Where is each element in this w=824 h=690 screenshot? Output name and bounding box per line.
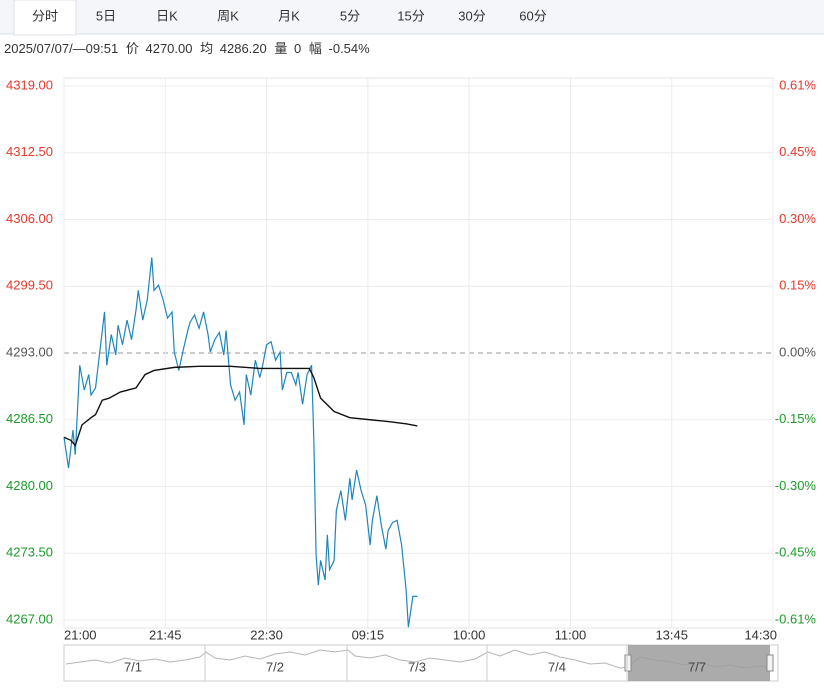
info-line: 2025/07/07/—09:51 价 4270.00 均 4286.20 量 … (4, 41, 370, 56)
tab[interactable]: 分时 (32, 8, 58, 23)
navigator-handle[interactable] (766, 654, 774, 672)
info-price-label: 价 (126, 41, 139, 56)
y2-tick-label: 0.30% (779, 211, 816, 226)
info-avg-label: 均 (200, 41, 213, 56)
x-tick-label: 10:00 (453, 627, 486, 642)
navigator: 7/1 7/2 7/3 7/4 7/7 (63, 644, 779, 682)
navigator-window[interactable] (628, 645, 770, 681)
navigator-label: 7/4 (548, 659, 566, 674)
y2-tick-label: 0.45% (779, 144, 816, 159)
y-tick-label: 4312.50 (6, 144, 53, 159)
tab[interactable]: 60分 (519, 8, 546, 23)
y2-tick-label: 0.15% (779, 278, 816, 293)
navigator-handle[interactable] (624, 654, 632, 672)
tab[interactable]: 日K (156, 8, 178, 23)
y-tick-label: 4286.50 (6, 411, 53, 426)
y2-tick-label: 0.00% (779, 344, 816, 359)
info-volume-label: 量 (274, 41, 287, 56)
y2-tick-label: -0.45% (775, 545, 817, 560)
y-tick-label: 4306.00 (6, 211, 53, 226)
y-tick-label: 4299.50 (6, 278, 53, 293)
active-tab[interactable] (13, 0, 77, 36)
price-line (63, 257, 418, 628)
x-tick-label: 21:45 (149, 627, 182, 642)
y-tick-label: 4293.00 (6, 344, 53, 359)
x-tick-label: 14:30 (744, 627, 777, 642)
tab[interactable]: 15分 (397, 8, 424, 23)
x-tick-label: 09:15 (352, 627, 385, 642)
y-tick-label: 4267.00 (6, 611, 53, 626)
x-tick-label: 13:45 (655, 627, 688, 642)
info-price: 4270.00 (145, 41, 192, 56)
info-avg: 4286.20 (220, 41, 267, 56)
tab[interactable]: 周K (217, 8, 239, 23)
x-tick-label: 22:30 (250, 627, 283, 642)
price-line (63, 365, 418, 447)
y2-tick-label: -0.30% (775, 478, 817, 493)
y2-tick-label: 0.61% (779, 77, 816, 92)
y2-tick-label: -0.61% (775, 611, 817, 626)
navigator-label: 7/1 (124, 659, 142, 674)
y-tick-label: 4280.00 (6, 478, 53, 493)
tabs: 分时 5日 日K 周K 月K 5分 15分 30分 60分 (13, 0, 547, 36)
tab[interactable]: 5分 (340, 8, 360, 23)
info-range: -0.54% (329, 41, 371, 56)
info-volume: 0 (294, 41, 301, 56)
x-tick-label: 21:00 (64, 627, 97, 642)
info-range-label: 幅 (309, 41, 322, 56)
y-tick-label: 4273.50 (6, 545, 53, 560)
tab[interactable]: 5日 (96, 8, 116, 23)
tab-bar (0, 0, 824, 34)
tab[interactable]: 月K (278, 8, 300, 23)
info-time: 2025/07/07/—09:51 (4, 41, 118, 56)
y2-tick-label: -0.15% (775, 411, 817, 426)
y-tick-label: 4319.00 (6, 77, 53, 92)
x-tick-label: 11:00 (555, 627, 587, 642)
navigator-label: 7/7 (688, 659, 706, 674)
navigator-label: 7/2 (266, 659, 284, 674)
navigator-label: 7/3 (408, 659, 426, 674)
tab[interactable]: 30分 (458, 8, 485, 23)
plot: 4319.00 4312.50 4306.00 4299.50 4293.00 4286.… (6, 77, 816, 642)
